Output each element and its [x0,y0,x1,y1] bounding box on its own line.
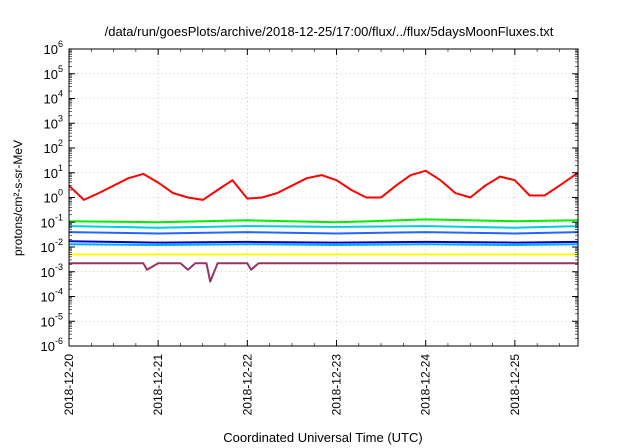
y-tick-exponent: 3 [58,113,63,123]
y-tick-label: 102 [44,138,63,156]
y-tick-label: 103 [44,113,63,131]
y-tick-label: 104 [44,89,63,107]
y-tick-exponent: -4 [55,287,63,297]
y-tick-exponent: 6 [58,39,63,49]
x-axis-label: Coordinated Universal Time (UTC) [223,430,422,445]
y-tick-label: 100 [44,188,63,206]
y-tick-label: 105 [44,64,63,82]
series-line [68,243,579,246]
y-tick-label: 101 [44,163,63,181]
series-line [68,231,579,235]
y-tick-exponent: 2 [58,138,63,148]
y-tick-exponent: 4 [58,89,63,99]
y-tick-label: 10-1 [41,212,63,230]
y-axis-ticks: 10610510410310210110010-110-210-310-410-… [41,39,578,354]
x-tick-label: 2018-12-25 [508,354,522,416]
x-tick-label: 2018-12-21 [151,354,165,416]
series-line [68,218,579,224]
y-tick-exponent: 0 [58,188,63,198]
data-series [68,169,579,283]
y-tick-label: 10-3 [41,262,63,280]
y-tick-exponent: -1 [55,212,63,222]
grid-lines [68,48,578,347]
y-tick-exponent: 1 [58,163,63,173]
y-tick-label: 10-6 [41,336,63,354]
y-tick-exponent: 5 [58,64,63,74]
x-axis-ticks: 2018-12-20 2018-12-21 2018-12-22 2018-12-23… [62,49,560,416]
y-tick-label: 10-2 [41,237,63,255]
x-tick-label: 2018-12-24 [419,354,433,416]
y-tick-label: 10-4 [41,287,63,305]
x-tick-label: 2018-12-22 [240,354,254,416]
x-tick-label: 2018-12-20 [62,354,76,416]
x-tick-label: 2018-12-23 [330,354,344,416]
series-line [68,240,579,244]
y-tick-label: 10-5 [41,311,63,329]
y-tick-exponent: -2 [55,237,63,247]
y-tick-exponent: -5 [55,311,63,321]
y-axis-label: protons/cm²-s-sr-MeV [11,140,25,256]
y-tick-exponent: -3 [55,262,63,272]
y-tick-exponent: -6 [55,336,63,346]
chart-title: /data/run/goesPlots/archive/2018-12-25/1… [105,24,554,39]
series-line [68,169,579,201]
y-tick-label: 106 [44,39,63,57]
series-line [69,262,578,283]
series-line [68,225,579,229]
